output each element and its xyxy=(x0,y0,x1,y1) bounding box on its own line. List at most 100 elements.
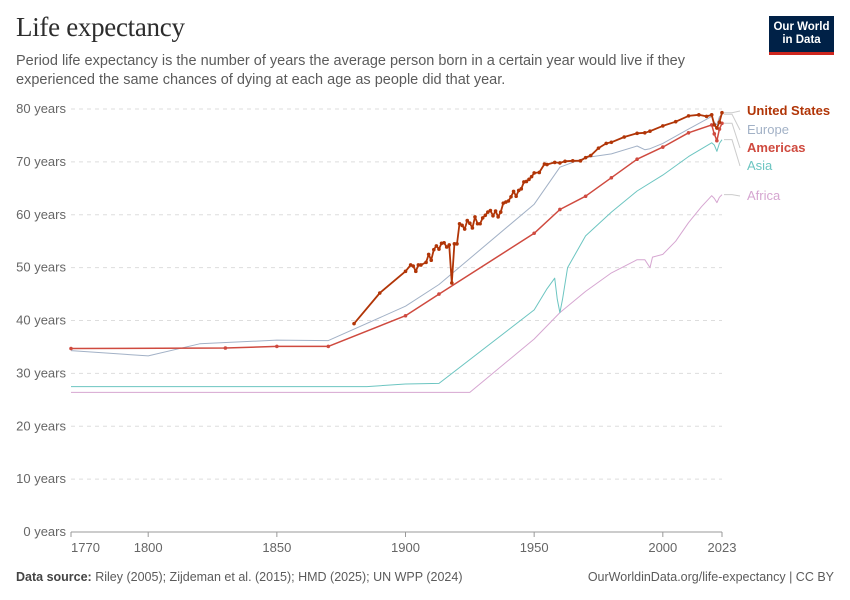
data-point xyxy=(643,130,647,135)
data-point xyxy=(673,119,678,124)
data-point xyxy=(424,260,428,265)
data-point xyxy=(462,227,467,231)
data-point xyxy=(635,157,639,162)
data-point xyxy=(498,210,503,214)
data-point xyxy=(552,160,557,165)
data-point xyxy=(563,159,567,164)
data-point xyxy=(514,194,518,199)
data-point xyxy=(486,210,490,214)
series-line-asia xyxy=(71,139,723,388)
y-tick-label: 30 years xyxy=(16,365,66,380)
data-point xyxy=(588,153,593,158)
data-point xyxy=(532,171,536,175)
data-point xyxy=(437,247,441,251)
label-connector xyxy=(724,139,741,167)
data-point xyxy=(604,141,609,146)
x-tick-label: 2000 xyxy=(648,540,677,555)
y-tick-label: 60 years xyxy=(16,207,66,222)
data-point xyxy=(403,313,408,318)
data-point xyxy=(509,194,513,199)
data-point xyxy=(712,132,717,136)
data-point xyxy=(570,159,575,163)
label-connector xyxy=(724,110,741,114)
data-point xyxy=(635,131,639,136)
y-tick-label: 70 years xyxy=(16,154,66,169)
data-point xyxy=(609,175,614,180)
x-tick-label: 1950 xyxy=(520,540,549,555)
series-label-africa: Africa xyxy=(747,188,781,203)
data-point xyxy=(352,321,356,326)
data-point xyxy=(377,291,382,295)
data-point xyxy=(426,252,431,257)
data-point xyxy=(545,162,549,167)
data-point xyxy=(419,263,423,267)
data-point xyxy=(558,207,562,212)
data-point xyxy=(452,242,457,246)
data-point xyxy=(470,226,475,230)
data-point xyxy=(709,123,714,127)
data-point xyxy=(661,124,665,128)
data-point xyxy=(478,221,482,226)
y-tick-label: 0 years xyxy=(23,524,66,539)
data-point xyxy=(473,215,477,219)
data-point xyxy=(583,155,588,160)
series-line-americas xyxy=(70,122,723,350)
data-point xyxy=(686,130,691,135)
data-point xyxy=(537,170,542,175)
data-point xyxy=(468,221,472,226)
data-point xyxy=(416,263,421,267)
data-point xyxy=(411,264,416,268)
data-point xyxy=(223,346,228,350)
data-point xyxy=(715,138,719,143)
data-point xyxy=(480,216,485,220)
data-point xyxy=(527,177,531,182)
data-point xyxy=(457,221,462,226)
data-source-label: Data source: xyxy=(16,570,92,584)
data-point xyxy=(524,179,529,184)
data-point xyxy=(709,113,714,117)
data-point xyxy=(516,188,521,193)
data-point xyxy=(275,344,279,349)
series-label-asia: Asia xyxy=(747,158,773,173)
label-connector xyxy=(724,113,741,131)
data-point xyxy=(447,243,452,247)
data-source: Data source: Riley (2005); Zijdeman et a… xyxy=(16,570,463,584)
data-point xyxy=(712,123,717,127)
chart-subtitle: Period life expectancy is the number of … xyxy=(16,53,685,88)
y-tick-label: 50 years xyxy=(16,260,66,275)
data-point xyxy=(506,199,511,203)
data-point xyxy=(434,244,439,248)
x-tick-label: 1800 xyxy=(134,540,163,555)
data-point xyxy=(326,344,331,349)
source-link[interactable]: OurWorldinData.org/life-expectancy | CC … xyxy=(587,570,834,584)
data-point xyxy=(496,215,500,219)
data-point xyxy=(432,247,436,252)
x-tick-label: 1850 xyxy=(262,540,291,555)
label-connector xyxy=(724,194,741,197)
data-point xyxy=(429,258,434,263)
chart-title: Life expectancy xyxy=(16,12,185,42)
y-tick-label: 40 years xyxy=(16,313,66,328)
x-tick-label: 2023 xyxy=(708,540,737,555)
data-point xyxy=(648,129,652,134)
data-point xyxy=(704,114,709,119)
data-point xyxy=(437,292,441,296)
data-point xyxy=(661,145,665,149)
data-point xyxy=(413,269,418,274)
data-point xyxy=(558,161,562,165)
data-point xyxy=(483,213,488,218)
data-point xyxy=(578,159,583,163)
data-point xyxy=(475,221,480,226)
data-source-text: Riley (2005); Zijdeman et al. (2015); HM… xyxy=(95,570,463,584)
data-point xyxy=(519,187,524,191)
data-point xyxy=(69,346,73,351)
data-point xyxy=(465,218,470,223)
data-point xyxy=(720,110,724,115)
x-tick-label: 1770 xyxy=(71,540,100,555)
series-label-americas: Americas xyxy=(747,140,806,155)
data-point xyxy=(488,208,493,213)
owid-logo[interactable]: Our World in Data xyxy=(769,16,834,55)
data-point xyxy=(403,269,408,274)
data-point xyxy=(596,146,601,150)
